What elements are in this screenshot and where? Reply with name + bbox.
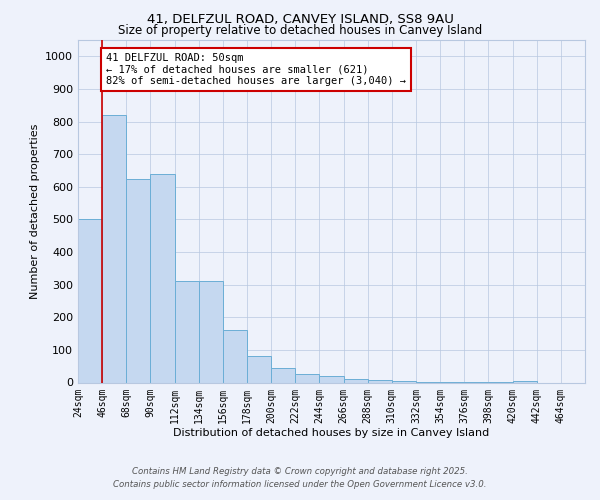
Bar bbox=[102, 115, 126, 382]
Bar bbox=[247, 356, 271, 382]
Bar bbox=[199, 282, 223, 382]
Bar bbox=[78, 220, 102, 382]
Text: Size of property relative to detached houses in Canvey Island: Size of property relative to detached ho… bbox=[118, 24, 482, 37]
Bar bbox=[126, 178, 151, 382]
Bar bbox=[392, 381, 416, 382]
Bar bbox=[151, 174, 175, 382]
Bar bbox=[223, 330, 247, 382]
Bar bbox=[344, 379, 368, 382]
Bar bbox=[295, 374, 319, 382]
Bar bbox=[271, 368, 295, 382]
Text: Contains public sector information licensed under the Open Government Licence v3: Contains public sector information licen… bbox=[113, 480, 487, 489]
Bar bbox=[319, 376, 344, 382]
Bar bbox=[368, 380, 392, 382]
Bar bbox=[175, 282, 199, 382]
Text: Contains HM Land Registry data © Crown copyright and database right 2025.: Contains HM Land Registry data © Crown c… bbox=[132, 467, 468, 476]
X-axis label: Distribution of detached houses by size in Canvey Island: Distribution of detached houses by size … bbox=[173, 428, 490, 438]
Bar bbox=[512, 381, 537, 382]
Text: 41, DELFZUL ROAD, CANVEY ISLAND, SS8 9AU: 41, DELFZUL ROAD, CANVEY ISLAND, SS8 9AU bbox=[146, 12, 454, 26]
Text: 41 DELFZUL ROAD: 50sqm
← 17% of detached houses are smaller (621)
82% of semi-de: 41 DELFZUL ROAD: 50sqm ← 17% of detached… bbox=[106, 53, 406, 86]
Y-axis label: Number of detached properties: Number of detached properties bbox=[29, 124, 40, 299]
